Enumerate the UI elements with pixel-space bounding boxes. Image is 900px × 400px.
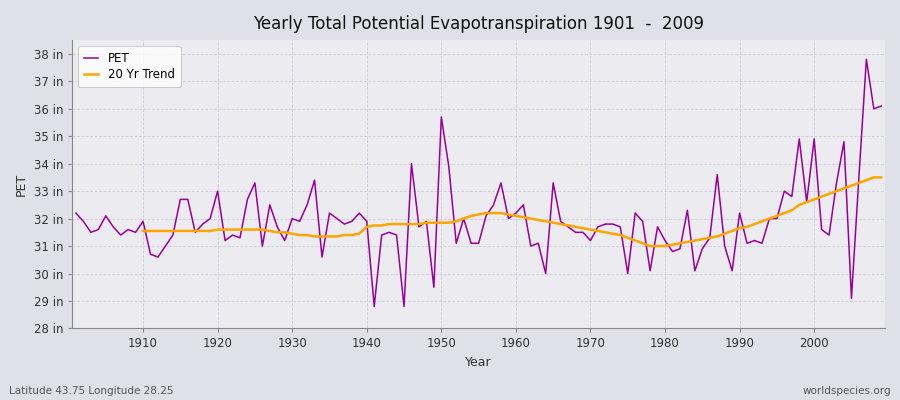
PET [339,222,350,226]
PET [608,222,618,226]
PET [130,230,141,235]
X-axis label: Year: Year [465,356,492,369]
20 Yr Trend [138,228,148,233]
20 Yr Trend [578,226,589,230]
20 Yr Trend [279,230,290,235]
PET [861,57,872,62]
Legend: PET, 20 Yr Trend: PET, 20 Yr Trend [78,46,181,87]
20 Yr Trend [868,175,879,180]
Line: 20 Yr Trend: 20 Yr Trend [143,177,881,246]
PET [518,202,528,207]
Text: worldspecies.org: worldspecies.org [803,386,891,396]
20 Yr Trend [310,234,320,239]
PET [876,104,886,108]
20 Yr Trend [846,183,857,188]
Y-axis label: PET: PET [15,173,28,196]
20 Yr Trend [876,175,886,180]
Line: PET: PET [76,59,881,306]
PET [369,304,380,309]
20 Yr Trend [518,215,528,220]
20 Yr Trend [644,244,655,248]
PET [70,211,81,216]
Text: Latitude 43.75 Longitude 28.25: Latitude 43.75 Longitude 28.25 [9,386,174,396]
PET [510,211,521,216]
Title: Yearly Total Potential Evapotranspiration 1901  -  2009: Yearly Total Potential Evapotranspiratio… [253,15,704,33]
PET [294,219,305,224]
20 Yr Trend [824,192,834,196]
